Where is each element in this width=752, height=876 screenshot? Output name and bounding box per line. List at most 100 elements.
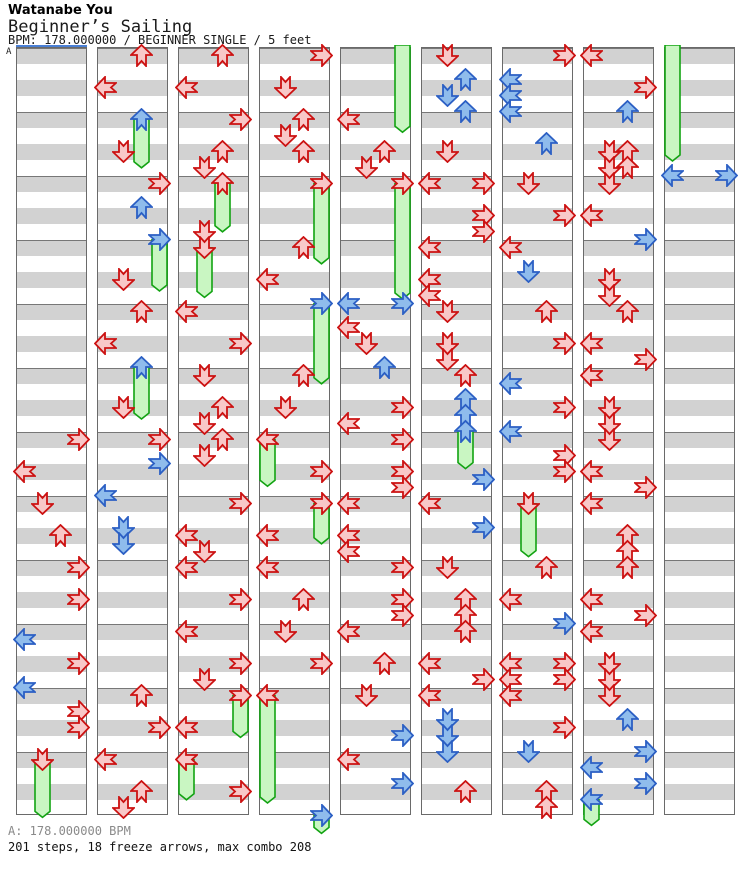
bpm-marker-line — [16, 45, 87, 47]
chart-column-3 — [178, 47, 249, 815]
note-left-icon — [256, 427, 280, 451]
note-up-icon — [291, 587, 315, 611]
note-left-icon — [499, 419, 523, 443]
note-down-icon — [193, 235, 217, 259]
note-down-icon — [112, 267, 136, 291]
note-right-icon — [552, 43, 576, 67]
note-up-icon — [372, 139, 396, 163]
note-left-icon — [94, 331, 118, 355]
note-left-icon — [580, 755, 604, 779]
note-right-icon — [552, 203, 576, 227]
note-up-icon — [453, 419, 477, 443]
note-up-icon — [453, 363, 477, 387]
note-right-icon — [390, 475, 414, 499]
note-right-icon — [228, 107, 252, 131]
note-right-icon — [552, 715, 576, 739]
note-down-icon — [112, 795, 136, 819]
note-up-icon — [210, 43, 234, 67]
note-right-icon — [147, 227, 171, 251]
note-up-icon — [129, 355, 153, 379]
note-up-icon — [615, 299, 639, 323]
note-down-icon — [31, 747, 55, 771]
note-down-icon — [193, 411, 217, 435]
note-down-icon — [436, 43, 460, 67]
song-title: Beginner’s Sailing — [8, 17, 193, 37]
note-up-icon — [372, 355, 396, 379]
chart-meta: BPM: 178.000000 / BEGINNER SINGLE / 5 fe… — [8, 33, 312, 47]
note-right-icon — [552, 667, 576, 691]
note-down-icon — [598, 683, 622, 707]
note-right-icon — [714, 163, 738, 187]
note-right-icon — [147, 427, 171, 451]
note-left-icon — [337, 315, 361, 339]
note-up-icon — [291, 363, 315, 387]
note-left-icon — [337, 411, 361, 435]
chart-column-8 — [583, 47, 654, 815]
note-right-icon — [66, 427, 90, 451]
note-down-icon — [355, 331, 379, 355]
note-right-icon — [309, 459, 333, 483]
freeze-body — [664, 45, 682, 163]
chart-column-5 — [340, 47, 411, 815]
note-down-icon — [436, 739, 460, 763]
note-right-icon — [390, 723, 414, 747]
note-right-icon — [390, 427, 414, 451]
note-right-icon — [633, 75, 657, 99]
note-right-icon — [471, 515, 495, 539]
note-down-icon — [274, 123, 298, 147]
note-left-icon — [580, 203, 604, 227]
note-left-icon — [337, 291, 361, 315]
note-right-icon — [633, 603, 657, 627]
note-up-icon — [291, 139, 315, 163]
note-down-icon — [193, 667, 217, 691]
note-right-icon — [228, 587, 252, 611]
freeze-body — [393, 183, 411, 301]
freeze-body — [231, 695, 249, 739]
freeze-body — [150, 239, 168, 293]
note-left-icon — [499, 587, 523, 611]
note-left-icon — [418, 283, 442, 307]
note-right-icon — [309, 43, 333, 67]
note-down-icon — [436, 347, 460, 371]
note-left-icon — [337, 619, 361, 643]
note-right-icon — [633, 347, 657, 371]
note-right-icon — [147, 171, 171, 195]
note-left-icon — [661, 163, 685, 187]
note-right-icon — [552, 611, 576, 635]
freeze-body — [259, 695, 277, 805]
note-right-icon — [390, 771, 414, 795]
note-down-icon — [598, 171, 622, 195]
note-down-icon — [112, 395, 136, 419]
chart-column-2 — [97, 47, 168, 815]
note-right-icon — [66, 587, 90, 611]
note-left-icon — [499, 683, 523, 707]
note-down-icon — [31, 491, 55, 515]
note-left-icon — [256, 555, 280, 579]
note-left-icon — [337, 539, 361, 563]
note-left-icon — [499, 371, 523, 395]
note-right-icon — [147, 451, 171, 475]
note-right-icon — [228, 331, 252, 355]
note-right-icon — [633, 227, 657, 251]
note-left-icon — [580, 491, 604, 515]
note-down-icon — [517, 259, 541, 283]
note-left-icon — [499, 235, 523, 259]
note-right-icon — [228, 683, 252, 707]
note-right-icon — [390, 603, 414, 627]
note-up-icon — [372, 651, 396, 675]
note-up-icon — [534, 299, 558, 323]
note-down-icon — [112, 139, 136, 163]
note-up-icon — [129, 299, 153, 323]
note-right-icon — [552, 395, 576, 419]
note-left-icon — [256, 267, 280, 291]
note-down-icon — [598, 427, 622, 451]
note-down-icon — [193, 539, 217, 563]
note-down-icon — [112, 531, 136, 555]
note-right-icon — [309, 291, 333, 315]
note-right-icon — [309, 651, 333, 675]
note-right-icon — [471, 171, 495, 195]
note-up-icon — [534, 131, 558, 155]
note-right-icon — [309, 171, 333, 195]
note-up-icon — [453, 619, 477, 643]
note-up-icon — [453, 779, 477, 803]
